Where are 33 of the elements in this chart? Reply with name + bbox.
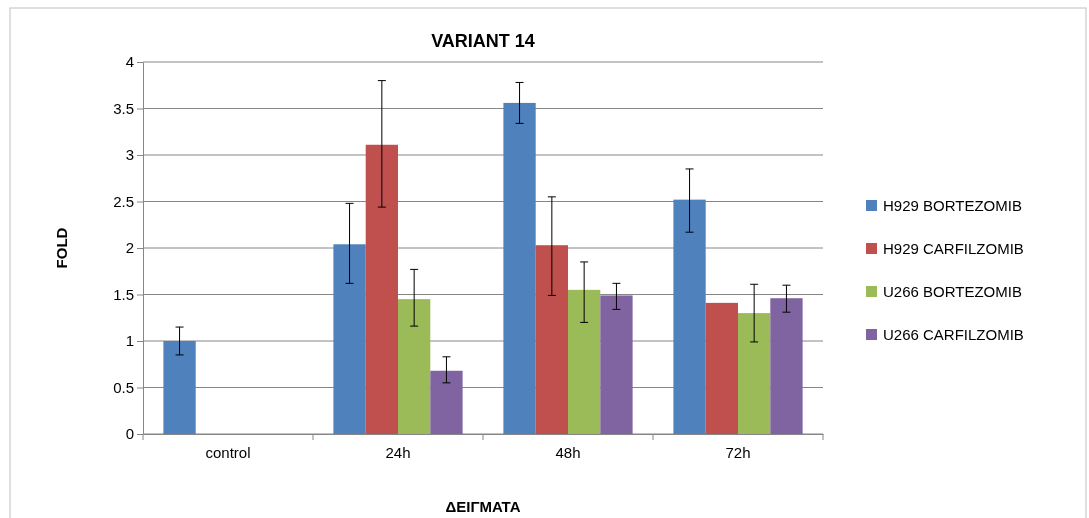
y-tick-label: 0 [125, 425, 134, 443]
bar [163, 341, 196, 434]
x-axis-title: ΔΕΙΓΜΑΤΑ [445, 498, 521, 515]
chart-title: VARIANT 14 [431, 31, 535, 51]
bar [333, 244, 366, 434]
y-tick-label: 2.5 [113, 192, 134, 210]
bar [430, 370, 463, 434]
bar [770, 298, 803, 434]
legend-label: U266 BORTEZOMIB [883, 283, 1022, 300]
y-tick-label: 2 [125, 239, 134, 257]
legend-label: H929 BORTEZOMIB [883, 197, 1022, 214]
y-tick-label: 1 [125, 332, 134, 350]
x-tick-label: 48h [555, 444, 581, 461]
legend-label: U266 CARFILZOMIB [883, 326, 1024, 343]
bar [535, 245, 568, 434]
bar [568, 289, 601, 434]
y-axis-title: FOLD [53, 227, 70, 269]
y-tick-label: 3 [125, 146, 134, 164]
x-tick-label: 72h [725, 444, 751, 461]
x-tick-label: 24h [385, 444, 411, 461]
bar [673, 199, 706, 434]
legend-label: H929 CARFILZOMIB [883, 240, 1024, 257]
y-tick-label: 4 [125, 53, 134, 71]
bar [705, 302, 738, 434]
bar [398, 299, 431, 434]
y-tick-label: 1.5 [113, 285, 134, 303]
y-tick-label: 3.5 [113, 99, 134, 117]
bar [365, 144, 398, 434]
bar [503, 102, 536, 434]
bar [738, 313, 771, 434]
bar [600, 295, 633, 434]
x-tick-label: control [205, 444, 251, 461]
y-tick-label: 0.5 [113, 378, 134, 396]
